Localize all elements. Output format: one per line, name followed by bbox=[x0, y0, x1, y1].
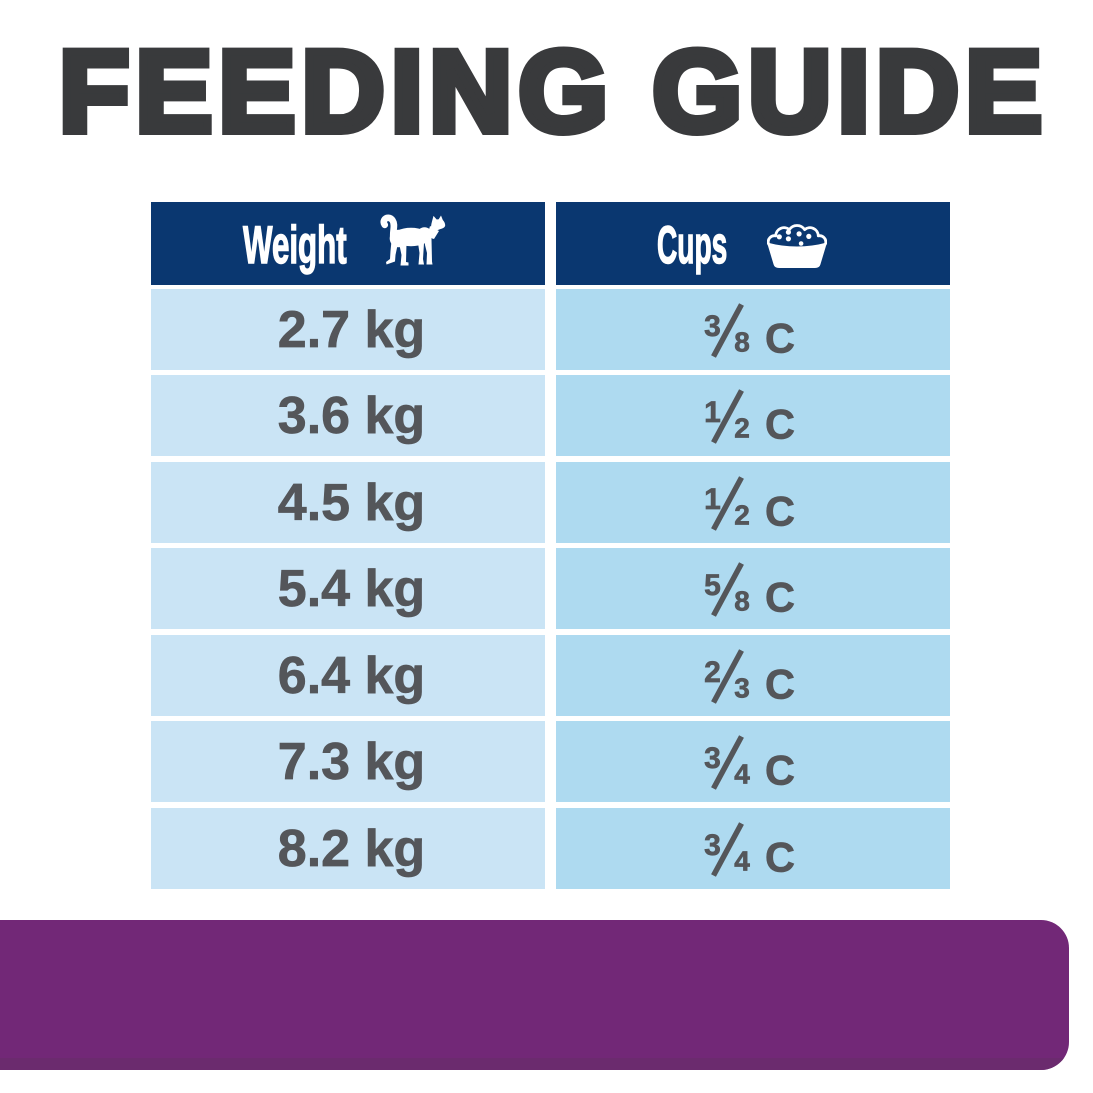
svg-text:3: 3 bbox=[704, 310, 721, 343]
svg-text:C: C bbox=[765, 400, 795, 444]
svg-text:3: 3 bbox=[704, 829, 721, 862]
svg-text:2: 2 bbox=[734, 412, 750, 443]
svg-text:C: C bbox=[765, 833, 795, 877]
svg-text:C: C bbox=[765, 746, 795, 790]
svg-text:4: 4 bbox=[734, 758, 750, 789]
svg-text:3: 3 bbox=[734, 672, 750, 703]
svg-text:8: 8 bbox=[734, 326, 750, 357]
svg-text:2: 2 bbox=[704, 656, 721, 689]
svg-text:C: C bbox=[765, 660, 795, 704]
svg-text:C: C bbox=[765, 487, 795, 531]
svg-text:1: 1 bbox=[704, 396, 721, 429]
svg-text:1: 1 bbox=[704, 483, 721, 516]
svg-text:C: C bbox=[765, 314, 795, 358]
svg-text:8: 8 bbox=[734, 585, 750, 616]
svg-text:4: 4 bbox=[734, 845, 750, 876]
svg-text:3: 3 bbox=[704, 742, 721, 775]
svg-text:C: C bbox=[765, 573, 795, 617]
svg-text:2: 2 bbox=[734, 499, 750, 530]
svg-text:5: 5 bbox=[704, 569, 721, 602]
